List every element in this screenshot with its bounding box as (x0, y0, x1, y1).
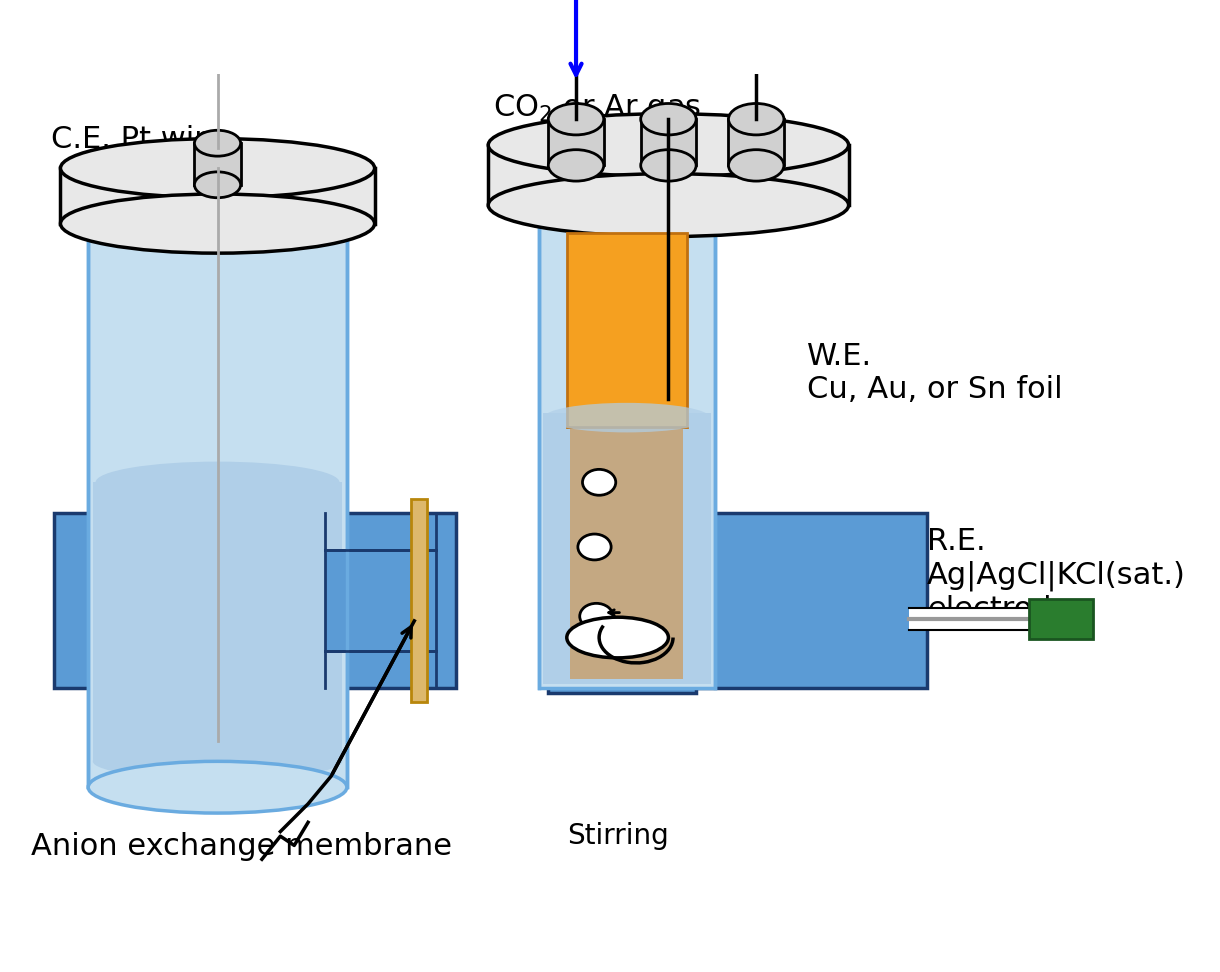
Bar (567, 233, 687, 427)
Bar (571, 418, 683, 679)
Bar (558, 513, 927, 688)
Bar (325, 550, 436, 651)
Ellipse shape (580, 604, 612, 629)
Ellipse shape (582, 469, 616, 496)
Bar (909, 608, 1028, 630)
Ellipse shape (95, 462, 339, 503)
Ellipse shape (640, 103, 697, 135)
Bar (93, 482, 343, 761)
Bar (88, 215, 346, 787)
Bar (548, 215, 697, 693)
Text: Stirring: Stirring (567, 822, 669, 850)
Ellipse shape (567, 617, 669, 658)
Bar (728, 120, 784, 165)
Ellipse shape (640, 150, 697, 181)
Ellipse shape (194, 130, 240, 156)
Bar (54, 513, 456, 688)
Bar (411, 499, 427, 702)
Ellipse shape (548, 103, 604, 135)
Text: CO$_2$ or Ar gas: CO$_2$ or Ar gas (493, 92, 702, 124)
Bar (488, 145, 849, 205)
Ellipse shape (728, 103, 784, 135)
Ellipse shape (548, 150, 604, 181)
Text: Anion exchange membrane: Anion exchange membrane (30, 832, 451, 860)
Bar (640, 120, 697, 165)
Ellipse shape (488, 114, 849, 177)
Bar (539, 196, 715, 688)
Ellipse shape (544, 402, 710, 433)
Text: C.E. Pt wire: C.E. Pt wire (51, 124, 226, 154)
Bar (61, 168, 375, 224)
Text: W.E.
Cu, Au, or Sn foil: W.E. Cu, Au, or Sn foil (806, 342, 1063, 404)
Bar (1028, 599, 1093, 640)
Ellipse shape (88, 761, 346, 814)
Text: R.E.
Ag|AgCl|KCl(sat.)
electrode: R.E. Ag|AgCl|KCl(sat.) electrode (927, 527, 1186, 624)
Ellipse shape (578, 534, 611, 560)
Ellipse shape (61, 139, 375, 197)
Ellipse shape (488, 174, 849, 236)
Ellipse shape (93, 744, 343, 780)
Bar (543, 413, 711, 683)
Ellipse shape (88, 189, 346, 240)
Bar (194, 143, 240, 185)
Ellipse shape (61, 194, 375, 253)
Ellipse shape (728, 150, 784, 181)
Ellipse shape (194, 172, 240, 197)
Bar (548, 120, 604, 165)
